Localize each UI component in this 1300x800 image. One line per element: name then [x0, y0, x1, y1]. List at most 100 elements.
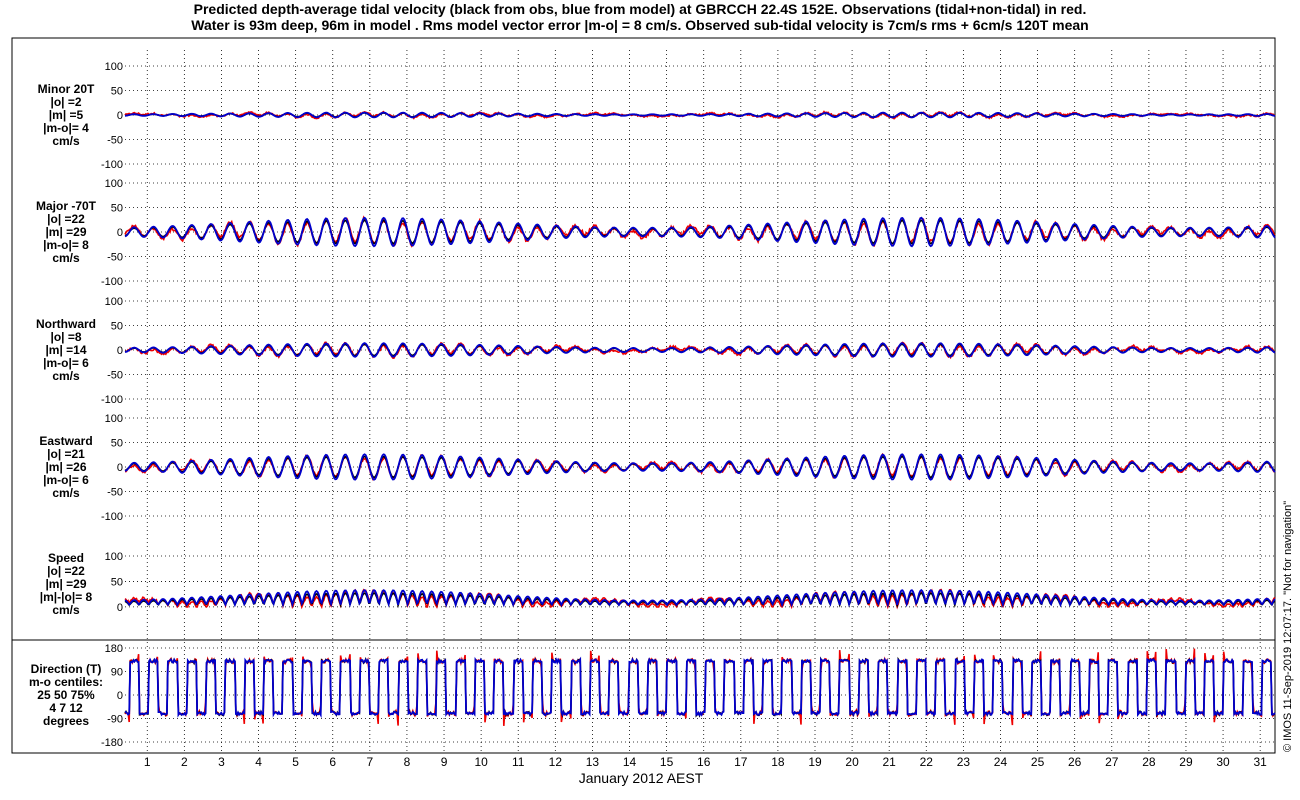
y-tick-label: 100: [105, 296, 123, 308]
chart-title-line-2: Water is 93m deep, 96m in model . Rms mo…: [191, 17, 1089, 33]
panel-label-line: Major -70T: [36, 199, 97, 213]
panel-label-line: |m-o|= 4: [43, 121, 89, 135]
panel-label-line: |m|-|o|= 8: [40, 590, 93, 604]
y-tick-label: 50: [111, 438, 123, 450]
model-tidal-series-line: [124, 588, 1276, 609]
x-axis-label: January 2012 AEST: [579, 770, 704, 786]
y-tick-label: -50: [107, 252, 123, 264]
model-tidal-series-line: [124, 216, 1276, 248]
y-tick-label: 100: [105, 178, 123, 190]
x-tick-label: 4: [255, 755, 262, 769]
x-tick-label: 11: [512, 755, 525, 769]
panel-label-line: cm/s: [52, 251, 80, 265]
panel-label-line: |m| =14: [45, 343, 86, 357]
y-tick-label: -180: [101, 737, 123, 749]
panel-label-line: Speed: [48, 551, 84, 565]
y-tick-label: 100: [105, 61, 123, 73]
panel-label-line: degrees: [43, 714, 89, 728]
y-tick-label: 0: [117, 690, 123, 702]
panel-label-line: |m| =29: [45, 225, 86, 239]
x-tick-label: 17: [734, 755, 748, 769]
obs-tidal-series-line: [124, 592, 1276, 609]
y-tick-label: 0: [117, 345, 123, 357]
panel-label-line: Eastward: [39, 434, 92, 448]
x-tick-label: 12: [549, 755, 563, 769]
y-tick-label: 90: [111, 667, 123, 679]
panel-label-line: cm/s: [52, 603, 80, 617]
y-tick-label: 0: [117, 462, 123, 474]
panel-label-line: Minor 20T: [38, 82, 95, 96]
x-tick-label: 27: [1105, 755, 1119, 769]
panel-label-line: m-o centiles:: [29, 675, 103, 689]
y-tick-label: -100: [101, 159, 123, 171]
x-tick-label: 6: [329, 755, 336, 769]
x-tick-label: 19: [808, 755, 822, 769]
x-tick-label: 2: [181, 755, 188, 769]
x-tick-label: 18: [771, 755, 785, 769]
panel-label-line: Northward: [36, 317, 96, 331]
x-tick-label: 14: [623, 755, 637, 769]
y-tick-label: -50: [107, 135, 123, 147]
y-tick-label: 100: [105, 551, 123, 563]
y-tick-label: -50: [107, 487, 123, 499]
x-tick-label: 8: [404, 755, 411, 769]
x-tick-label: 23: [957, 755, 971, 769]
grid-lines: [125, 50, 1275, 753]
panel-label-line: |o| =8: [50, 330, 81, 344]
x-tick-label: 28: [1142, 755, 1156, 769]
x-tick-label: 29: [1179, 755, 1193, 769]
panel-label-line: |o| =21: [47, 447, 85, 461]
x-tick-label: 22: [920, 755, 934, 769]
model-tidal-series-line: [124, 453, 1276, 481]
panel-label-line: |m-o|= 6: [43, 473, 89, 487]
y-tick-label: 0: [117, 602, 123, 614]
x-tick-label: 3: [218, 755, 225, 769]
panel-label-line: cm/s: [52, 369, 80, 383]
x-tick-label: 21: [883, 755, 897, 769]
y-tick-label: 0: [117, 227, 123, 239]
model-tidal-series-line: [124, 656, 1276, 719]
panel-label-line: cm/s: [52, 486, 80, 500]
x-tick-label: 25: [1031, 755, 1045, 769]
tick-labels: 1 2 3 4 5 6 7 8 9 10 11 12 13 14 15 16 17 18 19 20 21 22 23 24 2…: [101, 61, 1267, 769]
x-tick-label: 10: [474, 755, 488, 769]
panel-label-line: |o| =22: [47, 564, 85, 578]
y-tick-label: 180: [105, 643, 123, 655]
y-tick-label: -50: [107, 370, 123, 382]
x-tick-label: 5: [292, 755, 299, 769]
panel-label-line: 25 50 75%: [37, 688, 95, 702]
panel-label-line: Direction (T): [31, 662, 102, 676]
x-tick-label: 9: [441, 755, 448, 769]
x-tick-label: 26: [1068, 755, 1082, 769]
x-tick-label: 7: [366, 755, 373, 769]
panel-label-line: |m-o|= 6: [43, 356, 89, 370]
x-tick-label: 30: [1216, 755, 1230, 769]
panel-label-line: |m| =29: [45, 577, 86, 591]
x-tick-label: 20: [845, 755, 859, 769]
y-tick-label: -100: [101, 276, 123, 288]
y-tick-label: 0: [117, 110, 123, 122]
y-tick-label: 50: [111, 321, 123, 333]
outer-frame: [11, 37, 1276, 754]
panel-label-line: |o| =2: [50, 95, 81, 109]
y-tick-label: 50: [111, 576, 123, 588]
panel-label-line: |o| =22: [47, 212, 85, 226]
series-lines: [124, 110, 1276, 726]
x-tick-label: 1: [144, 755, 151, 769]
panel-frames: [11, 37, 1276, 754]
y-tick-label: -100: [101, 394, 123, 406]
y-tick-label: 50: [111, 86, 123, 98]
observed-total-series-line: [125, 341, 1276, 360]
panel-label-line: |m-o|= 8: [43, 238, 89, 252]
panel-label-line: cm/s: [52, 134, 80, 148]
x-tick-label: 15: [660, 755, 674, 769]
panel-label-line: 4 7 12: [49, 701, 83, 715]
y-tick-label: 50: [111, 203, 123, 215]
x-tick-label: 16: [697, 755, 711, 769]
panel-label-line: |m| =26: [45, 460, 86, 474]
model-tidal-series-line: [124, 111, 1276, 119]
x-tick-label: 13: [586, 755, 600, 769]
x-tick-label: 31: [1253, 755, 1267, 769]
